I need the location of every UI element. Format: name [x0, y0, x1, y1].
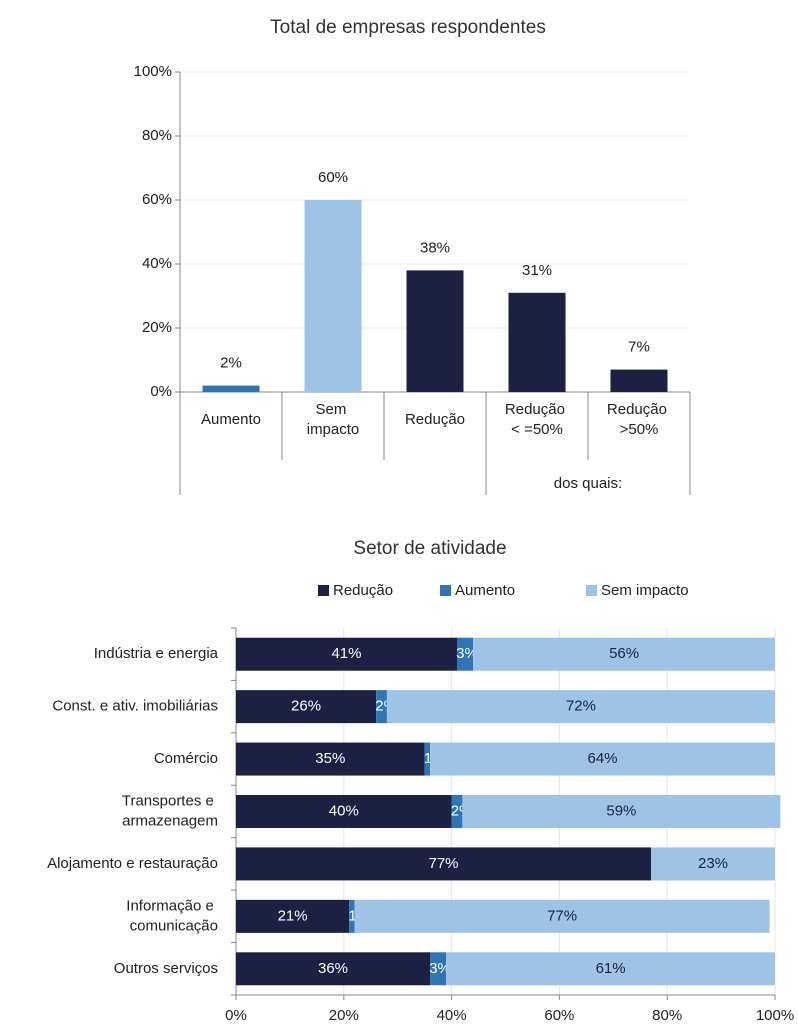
bar-segment [473, 637, 775, 671]
y-tick-label: 100% [134, 63, 172, 80]
y-tick-label: Informação e comunicação [126, 897, 218, 934]
y-tick-label: Const. e ativ. imobiliárias [52, 698, 218, 715]
value-label: 23% [698, 855, 728, 872]
value-label: 2% [220, 355, 242, 372]
y-tick-label: Indústria e energia [94, 645, 219, 662]
legend-label: Sem impacto [601, 582, 689, 599]
bar [202, 385, 260, 392]
x-tick-label: 60% [544, 1007, 574, 1024]
legend-swatch [440, 585, 451, 596]
bar-segment [236, 952, 431, 986]
value-label: 61% [596, 960, 626, 977]
x-tick-label: 0% [225, 1007, 247, 1024]
legend-swatch [586, 585, 597, 596]
value-label: 7% [628, 339, 650, 356]
bar-segment [651, 847, 775, 881]
y-tick-label: 80% [142, 127, 172, 144]
value-label: 35% [315, 750, 345, 767]
bar-segment [430, 742, 775, 776]
x-tick-label: Aumento [201, 411, 261, 428]
value-label: 26% [291, 698, 321, 715]
y-tick-label: 40% [142, 255, 172, 272]
x-tick-label: Redução >50% [607, 401, 671, 438]
x-tick-label: 40% [437, 1007, 467, 1024]
y-tick-label: Comércio [154, 750, 218, 767]
bar-segment [430, 952, 447, 986]
bar-segment [446, 952, 775, 986]
value-label: 31% [522, 262, 552, 279]
bar-segment [236, 690, 377, 724]
value-label: 40% [329, 802, 359, 819]
bar-segment [354, 899, 770, 933]
value-label: 36% [318, 960, 348, 977]
y-tick-label: 0% [150, 383, 172, 400]
bar [508, 292, 566, 392]
bar-segment [236, 637, 457, 671]
bar-segment [462, 795, 781, 828]
bar-segment [236, 847, 652, 881]
bar-segment [236, 742, 425, 776]
bar-segment [424, 742, 431, 776]
value-label: 77% [547, 907, 577, 924]
value-label: 60% [318, 169, 348, 186]
value-label: 41% [331, 645, 361, 662]
y-tick-label: Transportes e armazenagem [122, 792, 218, 829]
legend-label: Redução [333, 582, 393, 599]
value-label: 72% [566, 698, 596, 715]
y-tick-label: 20% [142, 319, 172, 336]
value-label: 59% [606, 802, 636, 819]
x-tick-label: Redução [405, 411, 465, 428]
value-label: 38% [420, 239, 450, 256]
bar-segment [456, 637, 474, 671]
value-label: 64% [588, 750, 618, 767]
value-label: 56% [609, 645, 639, 662]
y-tick-label: Outros serviços [114, 960, 218, 977]
x-tick-label: 100% [756, 1007, 794, 1024]
y-tick-label: Alojamento e restauração [47, 855, 218, 872]
bar-segment [236, 795, 452, 828]
y-tick-label: 60% [142, 191, 172, 208]
group-label: dos quais: [554, 475, 622, 492]
value-label: 77% [428, 855, 458, 872]
legend-swatch [318, 585, 329, 596]
value-label: 3% [456, 645, 478, 662]
chart-title: Total de empresas respondentes [270, 17, 546, 38]
value-label: 21% [278, 907, 308, 924]
x-tick-label: Sem impacto [307, 401, 360, 438]
bar [406, 270, 464, 392]
chart-title: Setor de atividade [353, 538, 506, 559]
value-label: 3% [429, 960, 451, 977]
bar-segment [349, 899, 355, 933]
bar-segment [236, 899, 350, 933]
bar-segment [386, 690, 775, 724]
x-tick-label: 80% [652, 1007, 682, 1024]
bar [610, 369, 668, 392]
bar [304, 200, 362, 392]
x-tick-label: 20% [329, 1007, 359, 1024]
bar-segment [451, 795, 463, 828]
legend-label: Aumento [455, 582, 515, 599]
bar-segment [376, 690, 387, 724]
x-tick-label: Redução < =50% [505, 401, 569, 438]
